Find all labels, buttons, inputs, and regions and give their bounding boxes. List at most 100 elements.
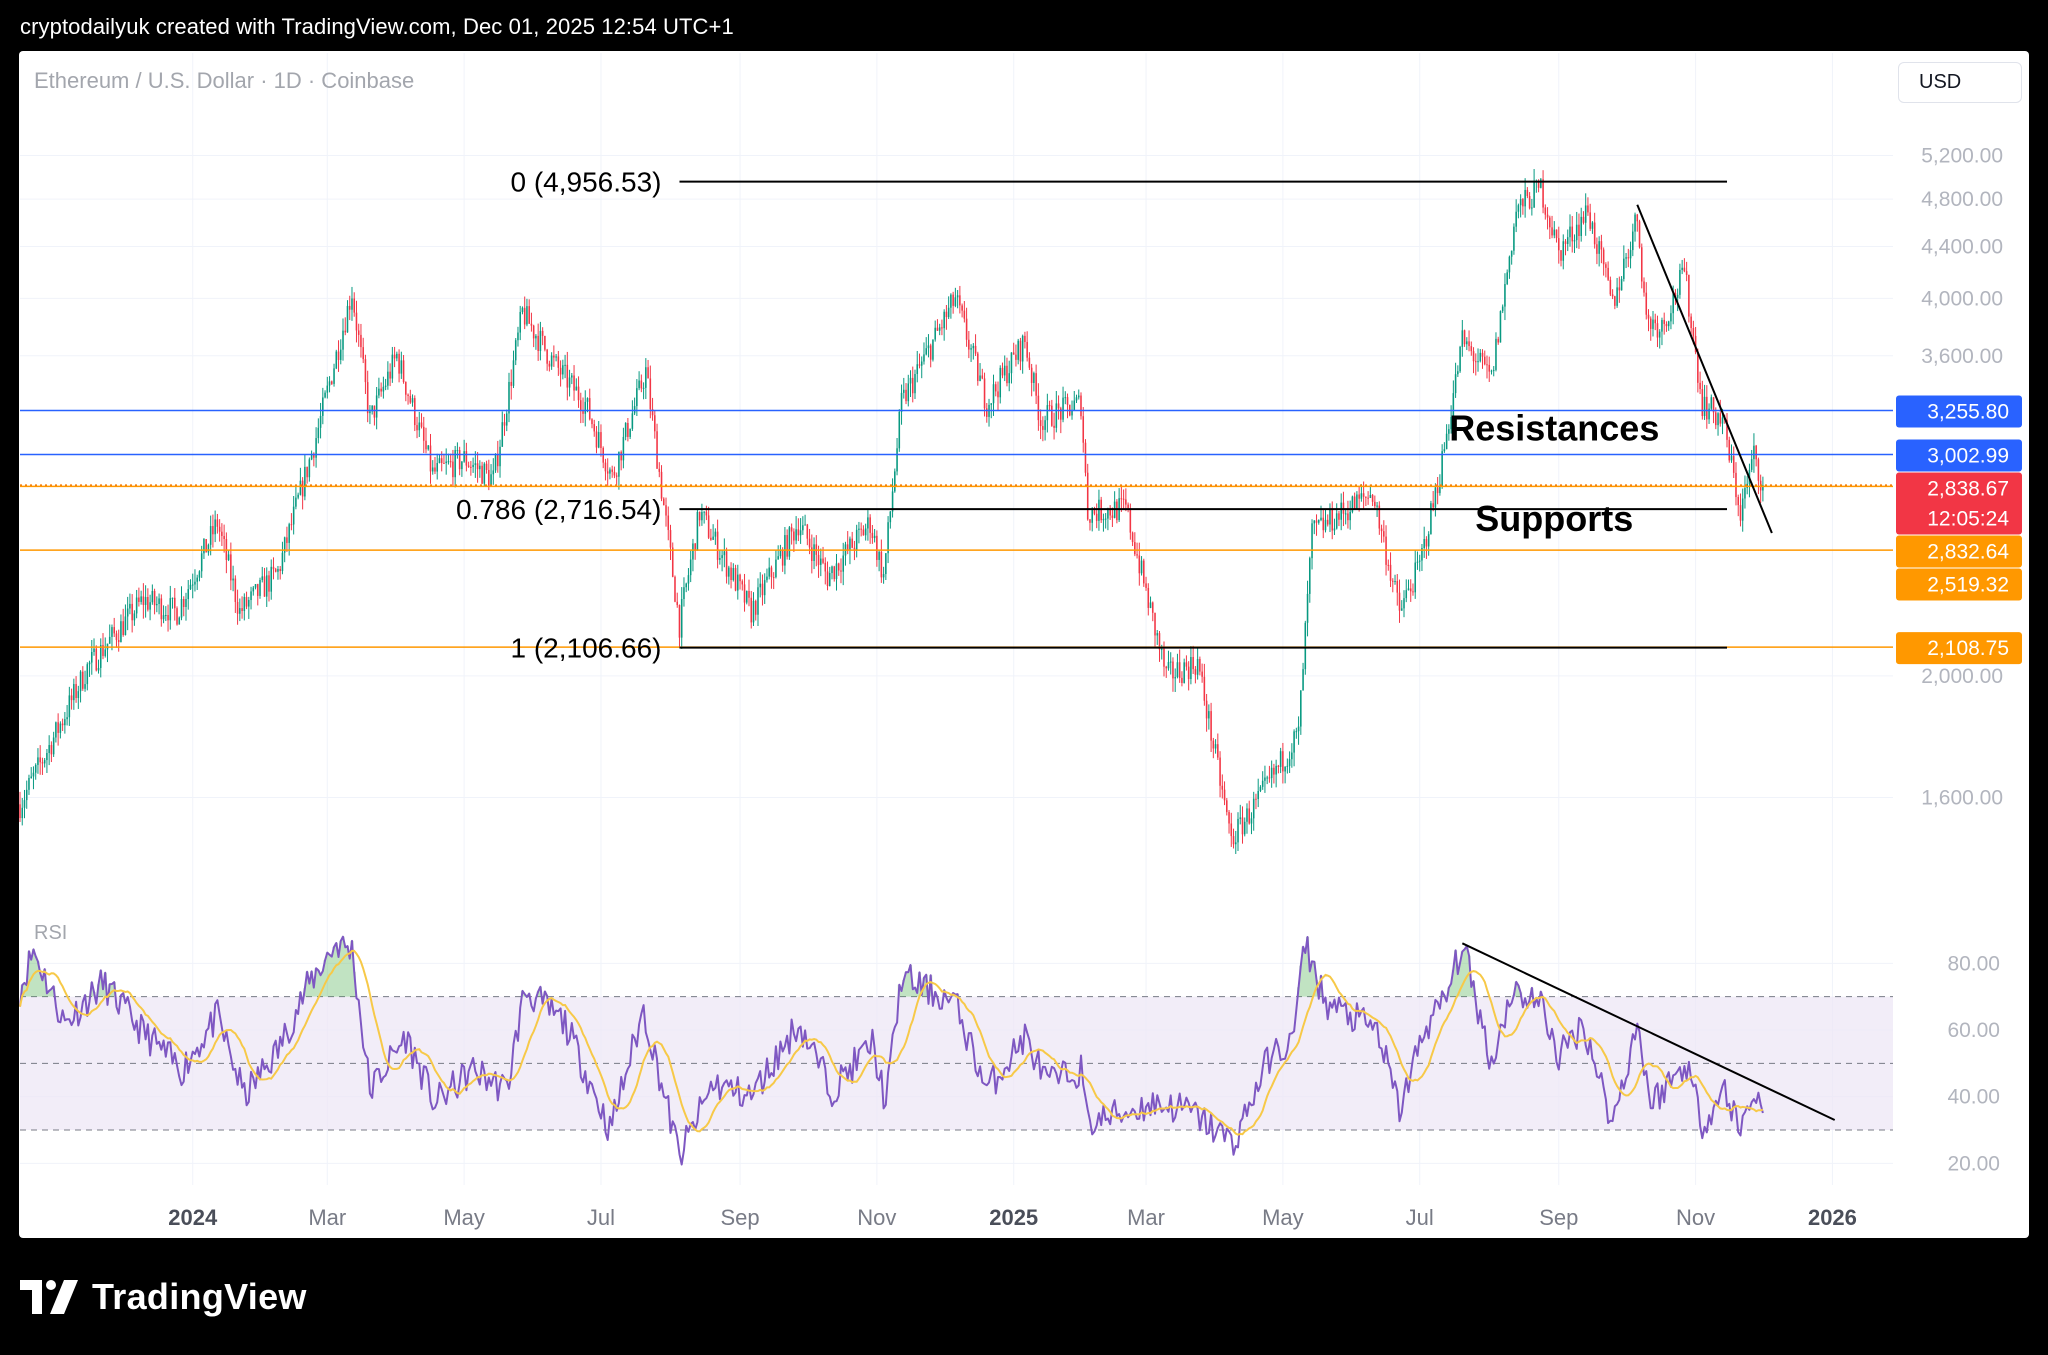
candle-body xyxy=(1439,486,1441,494)
candle-body xyxy=(265,575,268,597)
candle-down xyxy=(965,307,968,347)
candle-body xyxy=(1495,338,1497,370)
price-tag-text: 2,838.67 xyxy=(1927,478,2009,501)
tradingview-logo[interactable]: TradingView xyxy=(20,1276,307,1318)
candle-body xyxy=(1082,416,1085,443)
candle-body xyxy=(1208,711,1210,719)
candle-down xyxy=(1051,399,1053,427)
candle-down xyxy=(1221,774,1224,799)
candle-up xyxy=(339,339,342,365)
candle-up xyxy=(882,566,885,584)
candle-body xyxy=(505,413,508,426)
candle-up xyxy=(1580,207,1582,242)
candle-down xyxy=(510,369,513,400)
candle-body xyxy=(846,544,849,551)
candle-up xyxy=(1519,194,1522,218)
candle-down xyxy=(245,591,248,610)
candle-body xyxy=(1486,364,1488,366)
candle-down xyxy=(1526,187,1529,199)
rsi-line xyxy=(19,935,1764,1166)
candle-up xyxy=(1239,804,1242,825)
candle-body xyxy=(651,409,654,416)
candle-body xyxy=(149,602,151,610)
candle-body xyxy=(1389,564,1392,581)
candle-body xyxy=(490,474,492,486)
candle-down xyxy=(705,505,708,521)
candle-up xyxy=(248,596,250,619)
candle-body xyxy=(1237,818,1239,843)
candle-down xyxy=(1688,274,1690,323)
candle-down xyxy=(694,542,696,560)
price-axis-label: 1,600.00 xyxy=(1921,786,2003,809)
candle-body xyxy=(990,403,993,405)
candle-down xyxy=(1578,213,1580,249)
candle-up xyxy=(988,398,990,427)
candle-down xyxy=(236,589,239,625)
candle-body xyxy=(454,450,456,478)
candle-up xyxy=(539,321,542,361)
currency-button[interactable]: USD xyxy=(1898,62,2022,103)
candle-body xyxy=(234,578,237,602)
candle-up xyxy=(346,300,349,333)
candle-up xyxy=(1234,830,1237,854)
candle-body xyxy=(122,621,124,635)
candle-body xyxy=(575,386,578,391)
candle-body xyxy=(662,498,665,506)
candle-down xyxy=(301,477,304,510)
candle-body xyxy=(705,511,708,516)
candle-body xyxy=(299,480,302,495)
candle-body xyxy=(1010,352,1013,374)
candle-down xyxy=(1006,357,1008,387)
candle-body xyxy=(357,330,360,335)
candle-body xyxy=(364,359,367,383)
candle-up xyxy=(920,356,923,379)
candle-down xyxy=(1571,216,1574,253)
candle-up xyxy=(43,758,46,768)
candle-body xyxy=(1315,520,1318,523)
rsi-axis-label: 60.00 xyxy=(1947,1019,2000,1042)
candle-body xyxy=(1499,311,1502,343)
candle-body xyxy=(371,405,373,412)
candle-up xyxy=(992,374,995,416)
candle-body xyxy=(420,422,423,427)
price-tag-text: 2,519.32 xyxy=(1927,574,2009,597)
candle-body xyxy=(1466,341,1468,345)
candle-down xyxy=(1497,336,1499,345)
candle-body xyxy=(1250,818,1253,824)
candle-body xyxy=(1295,731,1298,733)
candle-down xyxy=(968,330,970,359)
candle-down xyxy=(1109,505,1111,520)
candle-body xyxy=(927,345,930,349)
candle-body xyxy=(961,305,963,311)
candle-down xyxy=(1436,477,1439,505)
candle-body xyxy=(1573,240,1576,242)
candle-body xyxy=(862,529,865,536)
candle-down xyxy=(974,334,977,356)
candle-up xyxy=(1291,743,1293,768)
candle-down xyxy=(476,452,479,483)
candle-body xyxy=(200,553,203,572)
candle-body xyxy=(46,753,48,761)
candle-down xyxy=(1093,506,1096,516)
candle-body xyxy=(1757,459,1760,481)
candle-body xyxy=(209,526,212,545)
candle-up xyxy=(1679,263,1681,299)
candle-down xyxy=(1268,765,1271,783)
candle-body xyxy=(422,426,425,441)
candle-body xyxy=(535,335,537,339)
candle-body xyxy=(1302,669,1304,691)
candle-down xyxy=(153,588,156,615)
candle-body xyxy=(918,364,921,366)
candle-body xyxy=(68,695,71,718)
candle-down xyxy=(1544,204,1547,220)
candle-body xyxy=(1605,264,1607,268)
candle-body xyxy=(263,576,266,597)
candle-body xyxy=(1003,365,1006,376)
candle-body xyxy=(142,596,145,605)
candle-up xyxy=(79,670,82,703)
candle-up xyxy=(1634,212,1636,242)
candle-body xyxy=(1701,389,1704,417)
attribution-header: cryptodailyuk created with TradingView.c… xyxy=(20,14,734,39)
candle-body xyxy=(1077,395,1080,398)
